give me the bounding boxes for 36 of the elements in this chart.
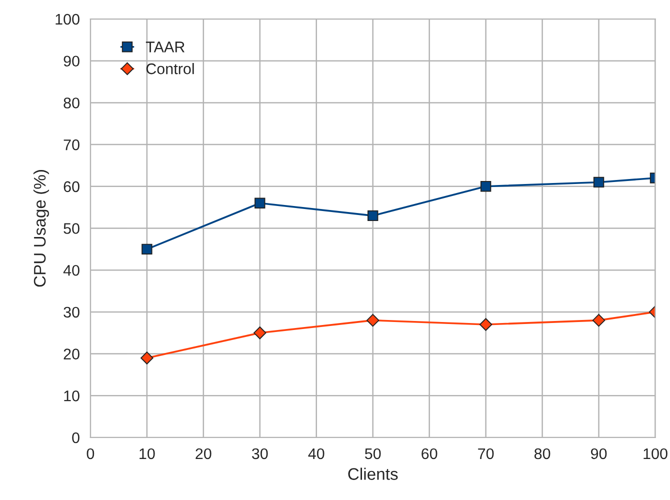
x-tick-label: 40 bbox=[308, 448, 324, 460]
y-tick-label: 20 bbox=[64, 348, 80, 360]
y-tick-label: 60 bbox=[64, 181, 80, 192]
legend-label: TAAR bbox=[146, 42, 184, 52]
y-tick-label: 70 bbox=[64, 139, 80, 150]
y-tick-label: 10 bbox=[64, 390, 80, 402]
point bbox=[592, 314, 606, 327]
point bbox=[140, 352, 154, 364]
x-tick-label: 50 bbox=[364, 448, 381, 460]
x-tick-label: 70 bbox=[478, 448, 494, 460]
x-tick-label: 90 bbox=[591, 448, 607, 460]
point bbox=[480, 181, 492, 192]
x-tick-label: 60 bbox=[422, 448, 438, 460]
x-tick-label: 10 bbox=[140, 448, 155, 460]
x-tick-label: 80 bbox=[534, 448, 550, 460]
x-tick-label: 30 bbox=[252, 448, 268, 460]
y-tick-label: 80 bbox=[64, 98, 80, 108]
point bbox=[593, 176, 604, 188]
y-tick-label: 0 bbox=[72, 432, 80, 444]
legend-label: Control bbox=[146, 63, 194, 74]
point bbox=[254, 198, 266, 208]
y-tick-label: 100 bbox=[56, 14, 80, 25]
point bbox=[142, 244, 152, 255]
y-tick-label: 50 bbox=[64, 223, 80, 234]
point bbox=[479, 318, 492, 331]
point bbox=[368, 210, 378, 222]
point bbox=[254, 326, 266, 340]
x-tick-label: 100 bbox=[644, 448, 668, 460]
y-tick-label: 40 bbox=[63, 264, 80, 276]
y-tick-label: 30 bbox=[64, 306, 80, 318]
x-tick-label: 20 bbox=[196, 448, 212, 460]
x-tick-label: 0 bbox=[86, 448, 94, 460]
y-axis-title: CPU Usage (%) bbox=[33, 170, 49, 287]
point bbox=[366, 314, 380, 327]
x-axis-title: Clients bbox=[348, 468, 398, 480]
y-tick-label: 90 bbox=[64, 56, 80, 67]
